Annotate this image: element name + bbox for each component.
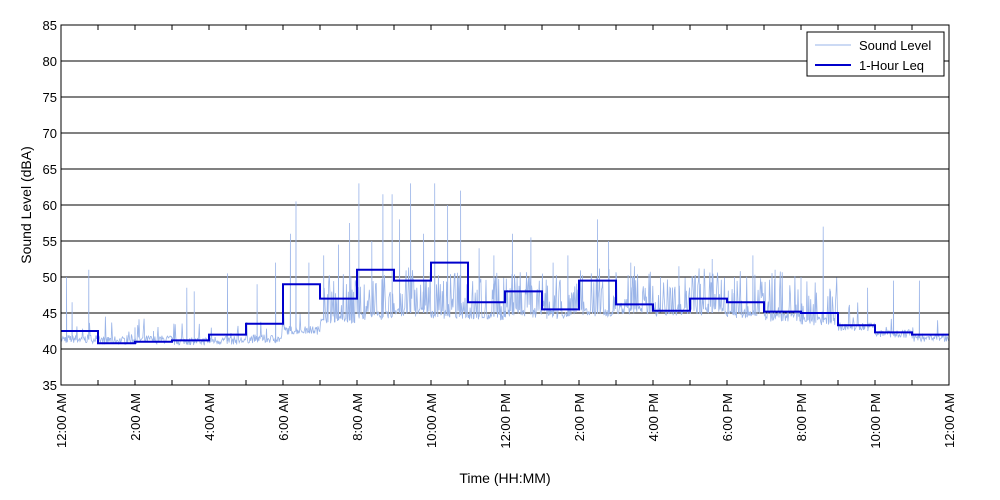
x-tick-label: 12:00 AM: [942, 393, 957, 448]
x-tick-label: 4:00 AM: [202, 393, 217, 441]
y-tick-label: 65: [43, 162, 57, 177]
y-tick-label: 70: [43, 126, 57, 141]
y-tick-label: 50: [43, 270, 57, 285]
leq-step-line: [61, 261, 949, 345]
y-axis-title: Sound Level (dBA): [18, 146, 34, 264]
x-tick-label: 10:00 PM: [868, 393, 883, 449]
x-tick-label: 6:00 AM: [276, 393, 291, 441]
legend: Sound Level 1-Hour Leq: [806, 31, 945, 77]
legend-box: [806, 31, 945, 77]
x-tick-label: 10:00 AM: [424, 393, 439, 448]
legend-label-leq: 1-Hour Leq: [859, 58, 924, 73]
y-tick-label: 55: [43, 234, 57, 249]
y-tick-labels: 35 40 45 50 55 60 65 70 75 80 85: [43, 18, 57, 393]
x-tick-label: 8:00 AM: [350, 393, 365, 441]
y-tick-label: 40: [43, 342, 57, 357]
sound-level-series: [60, 183, 950, 346]
axis-ticks: [61, 24, 949, 386]
y-tick-label: 35: [43, 378, 57, 393]
x-axis-title: Time (HH:MM): [459, 470, 550, 486]
gridlines: [61, 60, 949, 350]
y-tick-label: 80: [43, 54, 57, 69]
x-tick-label: 6:00 PM: [720, 393, 735, 441]
y-tick-label: 85: [43, 18, 57, 33]
y-tick-label: 75: [43, 90, 57, 105]
sound-level-line: [60, 183, 950, 346]
leq-series: [61, 261, 949, 345]
x-tick-label: 4:00 PM: [646, 393, 661, 441]
x-tick-labels: 12:00 AM 2:00 AM 4:00 AM 6:00 AM 8:00 AM 10:0…: [54, 393, 957, 449]
y-tick-label: 45: [43, 306, 57, 321]
x-tick-label: 2:00 AM: [128, 393, 143, 441]
x-tick-label: 2:00 PM: [572, 393, 587, 441]
legend-label-sound-level: Sound Level: [859, 38, 931, 53]
x-tick-label: 12:00 AM: [54, 393, 69, 448]
x-tick-label: 8:00 PM: [794, 393, 809, 441]
y-tick-label: 60: [43, 198, 57, 213]
x-tick-label: 12:00 PM: [498, 393, 513, 449]
